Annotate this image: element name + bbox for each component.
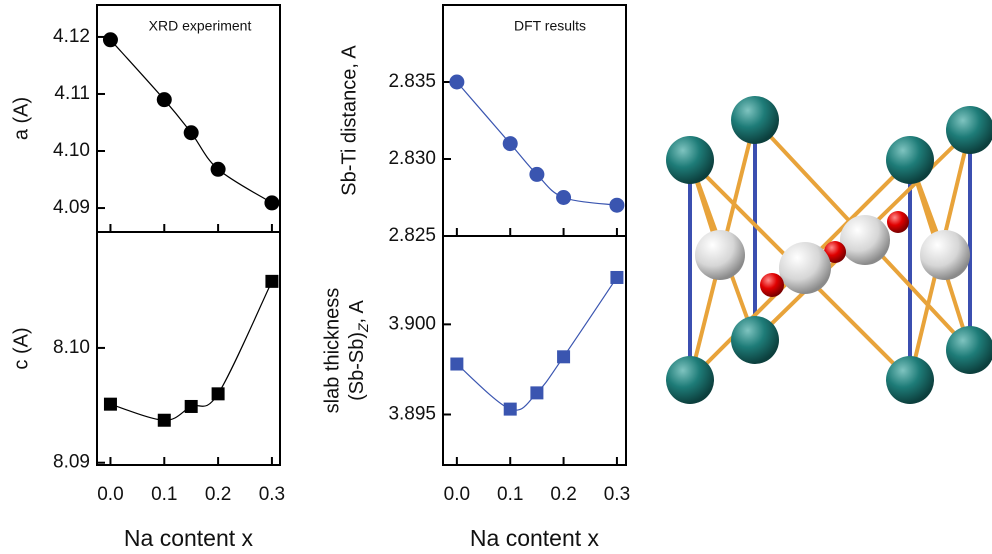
x-tick-label: 0.2 (205, 484, 231, 505)
marker (504, 403, 517, 416)
marker (503, 136, 518, 151)
y-tick-label: 2.835 (388, 71, 436, 92)
y-tick-label: 3.895 (388, 404, 436, 425)
marker (212, 387, 225, 400)
y-axis-label: c (A) (10, 327, 32, 369)
marker (264, 195, 279, 210)
x-tick-label: 0.2 (550, 484, 576, 505)
plot-frame (97, 232, 280, 465)
x-axis-label: Na content x (124, 525, 254, 551)
x-axis-label: Na content x (470, 525, 600, 551)
annotation: XRD experiment (149, 18, 252, 34)
fit-curve (110, 281, 271, 420)
marker (530, 386, 543, 399)
x-tick-label: 0.3 (604, 484, 630, 505)
marker (184, 125, 199, 140)
x-tick-label: 0.0 (444, 484, 470, 505)
y-tick-label: 8.10 (53, 337, 90, 358)
fit-curve (457, 82, 617, 205)
marker (185, 400, 198, 413)
marker (265, 275, 278, 288)
marker (450, 358, 463, 371)
plot-frame (97, 5, 280, 232)
plot-frame (443, 236, 626, 465)
y-axis-label: (Sb-Sb)Z, A (346, 299, 370, 400)
label-subscript: Z (355, 323, 371, 333)
marker (557, 350, 570, 363)
annotation: DFT results (514, 18, 586, 34)
x-tick-label: 0.0 (97, 484, 123, 505)
page: 4.09 4.10 4.11 4.12 XRD experiment a (A) 8.09 8… (0, 0, 992, 554)
y-axis-label: Sb-Ti distance, A (338, 45, 360, 196)
figure: 4.09 4.10 4.11 4.12 XRD experiment a (A) 8.09 8… (0, 0, 992, 554)
x-tick-label: 0.1 (497, 484, 523, 505)
label-part: (Sb-Sb) (346, 332, 368, 401)
y-tick-label: 2.825 (388, 225, 436, 246)
marker (609, 198, 624, 213)
x-tick-label: 0.3 (259, 484, 285, 505)
y-tick-label: 4.09 (53, 197, 90, 218)
marker (104, 398, 117, 411)
y-tick-label: 8.09 (53, 452, 90, 473)
y-axis-label: a (A) (10, 97, 32, 140)
y-tick-label: 4.11 (54, 83, 90, 104)
y-tick-label: 4.10 (53, 140, 90, 161)
x-tick-label: 0.1 (151, 484, 177, 505)
y-tick-label: 4.12 (53, 26, 90, 47)
y-tick-label: 2.830 (388, 148, 436, 169)
marker (157, 92, 172, 107)
marker (556, 190, 571, 205)
marker (211, 162, 226, 177)
marker (610, 271, 623, 284)
plot-frame (443, 5, 626, 236)
marker (449, 75, 464, 90)
crystal-structure (666, 96, 992, 404)
label-part: , A (346, 299, 368, 323)
marker (529, 167, 544, 182)
y-axis-label: slab thickness (321, 288, 343, 414)
marker (158, 414, 171, 427)
y-tick-label: 3.900 (388, 313, 436, 334)
marker (103, 32, 118, 47)
fit-curve (110, 40, 271, 203)
